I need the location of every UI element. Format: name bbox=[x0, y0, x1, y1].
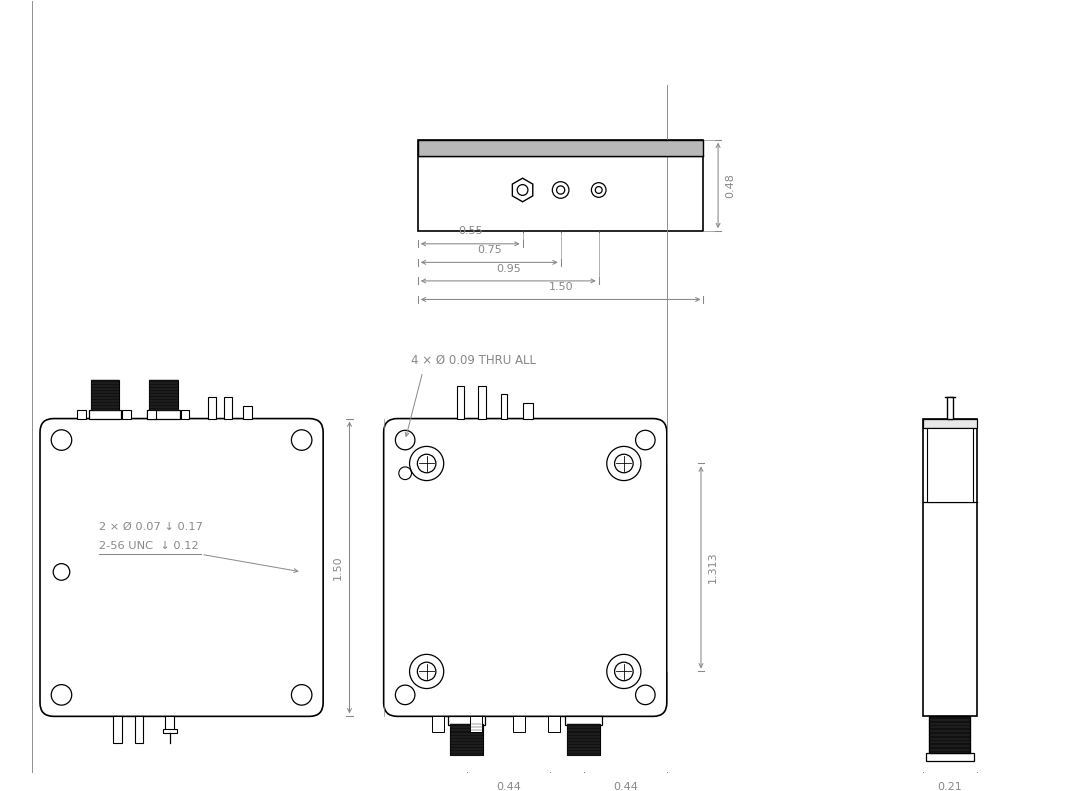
Bar bbox=[418, 140, 704, 231]
Bar bbox=[450, 725, 483, 755]
Bar bbox=[947, 397, 952, 418]
Bar bbox=[89, 410, 121, 418]
Bar bbox=[927, 429, 972, 502]
Bar bbox=[418, 140, 704, 156]
Bar bbox=[224, 397, 231, 418]
Text: 1.50: 1.50 bbox=[548, 282, 573, 292]
Bar bbox=[501, 394, 508, 418]
Bar bbox=[930, 717, 970, 754]
Text: 1.313: 1.313 bbox=[708, 551, 718, 583]
Text: 2 × Ø 0.07 ↓ 0.17: 2 × Ø 0.07 ↓ 0.17 bbox=[99, 522, 202, 532]
Polygon shape bbox=[512, 178, 532, 202]
Bar bbox=[925, 754, 975, 761]
Bar bbox=[114, 717, 122, 743]
Text: 0.21: 0.21 bbox=[937, 782, 963, 791]
Bar bbox=[469, 717, 482, 732]
Text: 0.75: 0.75 bbox=[477, 245, 501, 255]
Text: 0.55: 0.55 bbox=[458, 226, 483, 237]
Text: 4 × Ø 0.09 THRU ALL: 4 × Ø 0.09 THRU ALL bbox=[411, 354, 536, 366]
Text: 0.44: 0.44 bbox=[496, 782, 521, 791]
Bar bbox=[135, 717, 144, 743]
Bar bbox=[479, 386, 486, 418]
Bar bbox=[181, 410, 190, 418]
Bar bbox=[432, 717, 444, 732]
Bar bbox=[165, 717, 175, 730]
Text: 0.48: 0.48 bbox=[725, 173, 735, 198]
Bar bbox=[148, 410, 156, 418]
Bar bbox=[923, 418, 977, 429]
Bar bbox=[77, 410, 86, 418]
Bar bbox=[148, 410, 180, 418]
Bar bbox=[91, 380, 119, 410]
Bar bbox=[163, 729, 177, 733]
Bar bbox=[930, 717, 970, 754]
Text: 1.50: 1.50 bbox=[333, 555, 343, 580]
Bar bbox=[565, 717, 602, 725]
Bar bbox=[513, 717, 525, 732]
Text: 0.95: 0.95 bbox=[496, 263, 521, 274]
Bar bbox=[923, 418, 977, 717]
Text: 2-56 UNC  ↓ 0.12: 2-56 UNC ↓ 0.12 bbox=[99, 540, 198, 551]
Bar bbox=[568, 725, 601, 755]
Bar bbox=[457, 386, 464, 418]
Bar bbox=[243, 406, 253, 418]
Bar bbox=[208, 397, 216, 418]
Bar bbox=[547, 717, 560, 732]
Bar bbox=[524, 403, 532, 418]
Bar bbox=[448, 717, 485, 725]
Bar bbox=[122, 410, 131, 418]
Bar bbox=[149, 380, 178, 410]
Text: 0.44: 0.44 bbox=[613, 782, 637, 791]
